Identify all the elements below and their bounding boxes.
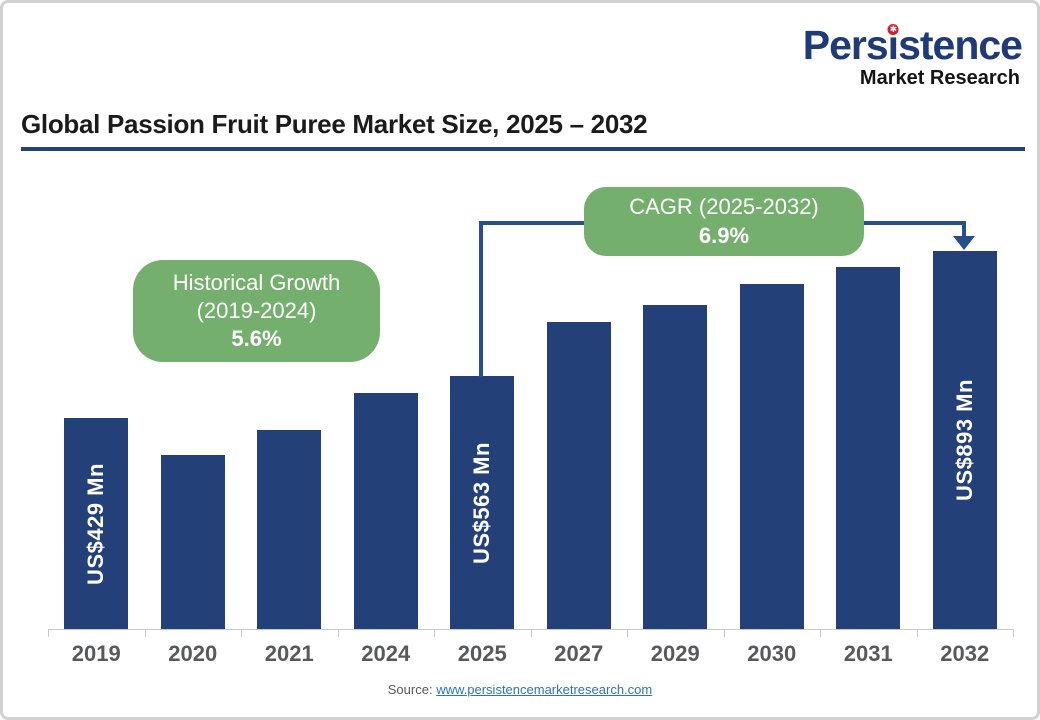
cagr-connector-vertical-from-2025 (479, 223, 483, 377)
cagr-arrowhead-icon (953, 236, 975, 250)
x-axis-tick (723, 629, 725, 637)
brand-name: Persı ✱ stence (802, 22, 1023, 68)
x-axis-tick (434, 629, 435, 637)
x-axis-label-2024: 2024 (361, 641, 411, 666)
x-axis-label-2021: 2021 (264, 641, 314, 666)
source-link[interactable]: www.persistencemarketresearch.com (436, 682, 653, 697)
x-axis-label-2030: 2030 (747, 641, 797, 666)
brand-logo: Persı ✱ stence Market Research (802, 22, 1023, 89)
x-axis-tick (241, 629, 242, 637)
bar-2025: US$563 Mn (450, 376, 515, 629)
bar-2031 (836, 267, 901, 629)
x-axis-tick (627, 629, 628, 637)
historical-growth-line2: (2019-2024) (196, 297, 317, 323)
bar-2021 (257, 430, 322, 629)
title-underline (21, 147, 1025, 151)
page-title: Global Passion Fruit Puree Market Size, … (21, 109, 648, 139)
x-axis-tick (144, 629, 146, 637)
x-axis-label-2020: 2020 (168, 641, 218, 666)
x-axis-label-2032: 2032 (940, 641, 990, 666)
x-axis-label-2019: 2019 (71, 641, 121, 666)
bar-2024 (353, 393, 418, 629)
x-axis-tick (48, 629, 49, 637)
brand-name-post: stence (898, 22, 1023, 68)
bar-value-label-2025: US$563 Mn (469, 441, 495, 564)
x-axis-tick (337, 629, 339, 637)
x-axis-tick (916, 629, 918, 637)
brand-name-pre: Pers (802, 22, 889, 68)
brand-subtitle: Market Research (859, 67, 1020, 89)
x-axis-tick (1013, 629, 1014, 637)
bar-2032: US$893 Mn (932, 251, 997, 629)
cagr-line1: CAGR (2025-2032) (629, 194, 819, 220)
historical-growth-line1: Historical Growth (172, 269, 341, 295)
bar-2020 (160, 455, 225, 629)
brand-red-dot-icon: ✱ (887, 24, 899, 35)
brand-i-letter: ı ✱ (887, 22, 899, 68)
bar-2027 (546, 322, 611, 629)
historical-growth-callout: Historical Growth (2019-2024) 5.6% (133, 260, 380, 362)
bar-value-label-2032: US$893 Mn (951, 379, 977, 501)
historical-growth-value: 5.6% (231, 326, 282, 352)
source-line: Source: www.persistencemarketresearch.co… (3, 682, 1037, 697)
bar-2029 (643, 305, 708, 629)
x-axis-tick (820, 629, 821, 637)
x-axis-label-2031: 2031 (843, 641, 893, 666)
x-axis-label-2029: 2029 (650, 641, 700, 666)
bar-2019: US$429 Mn (64, 418, 129, 629)
x-axis-label-2025: 2025 (457, 641, 507, 666)
bar-chart: US$429 Mn 2019 2020 2021 2024 US$563 Mn 2025 20… (3, 3, 1037, 717)
x-axis-label-2027: 2027 (554, 641, 604, 666)
cagr-callout: CAGR (2025-2032) 6.9% (584, 187, 864, 256)
cagr-value: 6.9% (698, 222, 750, 248)
bar-2030 (739, 284, 804, 629)
source-prefix: Source: (387, 682, 433, 697)
x-axis-tick (530, 629, 532, 637)
cagr-connector-vertical-to-2032 (962, 221, 966, 237)
bar-value-label-2019: US$429 Mn (83, 462, 109, 585)
